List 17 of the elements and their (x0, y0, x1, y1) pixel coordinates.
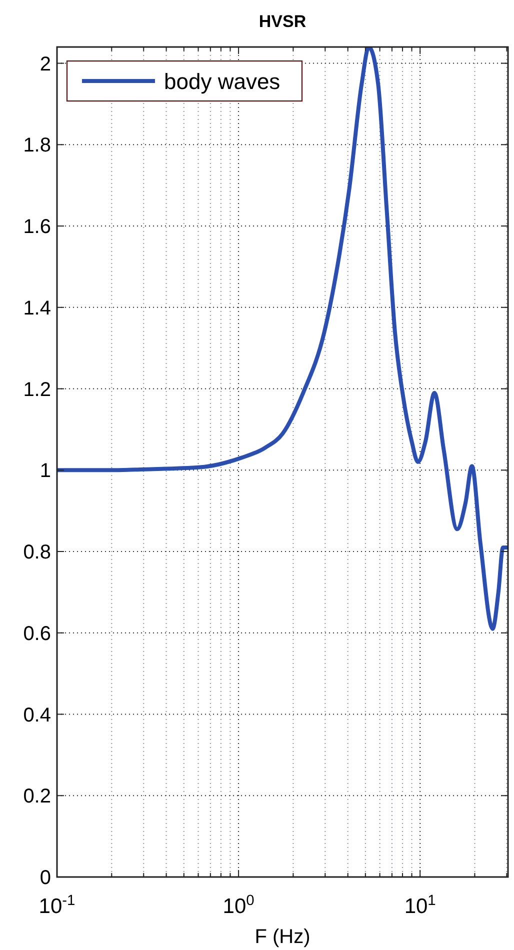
legend-label: body waves (164, 69, 280, 94)
y-tick-label: 0.8 (23, 542, 51, 564)
y-tick-label: 1 (40, 460, 51, 482)
x-axis-title: F (Hz) (254, 926, 310, 948)
y-tick-label: 2 (40, 53, 51, 76)
x-tick-label: 10$^{1}$ (404, 893, 436, 918)
x-tick-label: 10$^{-1}$ (38, 893, 76, 918)
y-tick-label: 1.8 (23, 134, 51, 157)
x-tick-label: 10$^{0}$ (222, 893, 254, 918)
y-tick-label: 0 (40, 867, 51, 889)
y-tick-label: 1.4 (23, 297, 51, 320)
y-tick-label: 0.4 (23, 704, 51, 726)
chart-title: HVSR (258, 12, 306, 31)
y-tick-label: 0.2 (23, 786, 51, 808)
y-tick-label: 1.2 (23, 378, 51, 401)
y-tick-label: 1.6 (23, 216, 51, 238)
y-tick-label: 0.6 (23, 622, 51, 645)
